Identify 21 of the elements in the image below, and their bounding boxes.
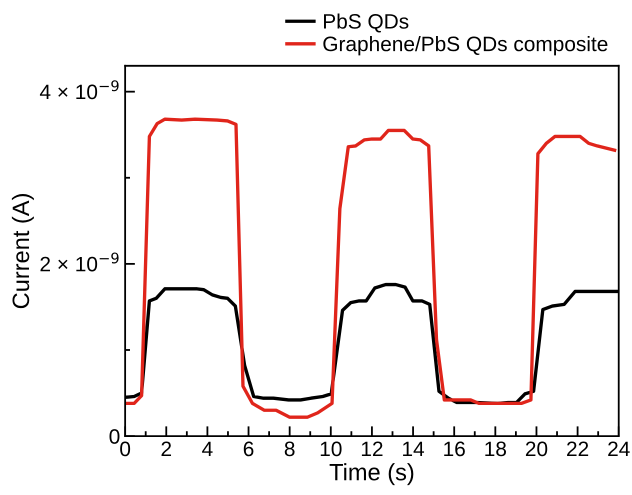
y-axis-title: Current (A) xyxy=(12,194,34,308)
x-tick-label: 14 xyxy=(403,442,424,456)
y-tick-label: 2 × 10$^{−9}$ xyxy=(40,252,119,272)
y-tick-label: 4 × 10$^{−9}$ xyxy=(40,80,119,100)
x-tick-label: 10 xyxy=(320,442,342,456)
legend-label: Graphene/PbS QDs composite xyxy=(323,36,608,56)
x-tick-label: 18 xyxy=(485,442,506,456)
x-tick-label: 2 xyxy=(162,442,172,456)
y-tick-label: 0 xyxy=(110,429,120,444)
x-tick-label: 16 xyxy=(444,442,465,456)
x-tick-label: 8 xyxy=(284,442,295,456)
x-tick-label: 0 xyxy=(120,442,130,456)
x-tick-label: 22 xyxy=(567,442,588,456)
x-tick-label: 12 xyxy=(362,442,382,456)
x-axis-title: Time (s) xyxy=(330,463,414,486)
x-tick-label: 4 xyxy=(202,442,213,456)
x-tick-label: 20 xyxy=(526,442,548,456)
x-tick-label: 6 xyxy=(244,442,254,456)
legend-label: PbS QDs xyxy=(324,13,408,32)
x-tick-label: 24 xyxy=(608,442,630,456)
line-series xyxy=(125,118,616,419)
